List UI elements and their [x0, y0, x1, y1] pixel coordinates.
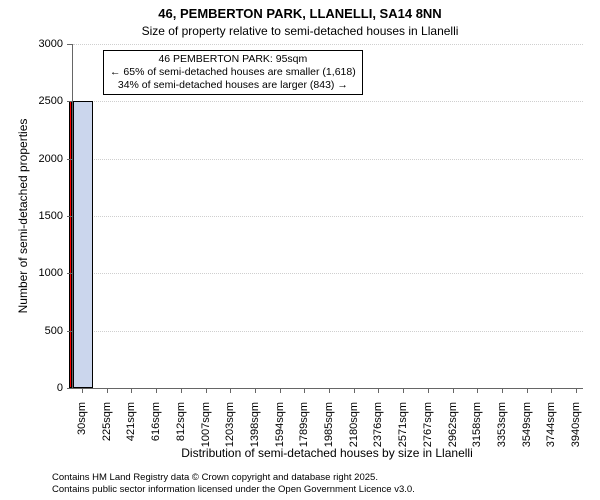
xtick-label: 2767sqm: [422, 402, 434, 482]
xtick-mark: [527, 388, 528, 393]
xtick-mark: [107, 388, 108, 393]
ytick-mark: [67, 159, 72, 160]
ytick-mark: [67, 388, 72, 389]
xtick-label: 3940sqm: [570, 402, 582, 482]
ytick-label: 2500: [15, 95, 63, 107]
xtick-label: 3549sqm: [521, 402, 533, 482]
ytick-label: 1000: [15, 267, 63, 279]
ytick-label: 500: [15, 325, 63, 337]
xtick-label: 225sqm: [101, 402, 113, 482]
ytick-mark: [67, 331, 72, 332]
xtick-mark: [156, 388, 157, 393]
xtick-label: 421sqm: [125, 402, 137, 482]
chart-title-line2: Size of property relative to semi-detach…: [0, 24, 600, 38]
xtick-label: 30sqm: [76, 402, 88, 482]
xtick-mark: [329, 388, 330, 393]
annotation-box: 46 PEMBERTON PARK: 95sqm← 65% of semi-de…: [103, 50, 363, 95]
ytick-mark: [67, 44, 72, 45]
xtick-mark: [576, 388, 577, 393]
subject-property-marker: [69, 101, 72, 388]
xtick-label: 2962sqm: [447, 402, 459, 482]
footer-line: Contains public sector information licen…: [52, 484, 600, 496]
xtick-label: 1007sqm: [200, 402, 212, 482]
ytick-label: 2000: [15, 153, 63, 165]
annotation-line: 34% of semi-detached houses are larger (…: [110, 79, 356, 92]
plot-area: 46 PEMBERTON PARK: 95sqm← 65% of semi-de…: [72, 44, 583, 389]
xtick-mark: [403, 388, 404, 393]
xtick-mark: [230, 388, 231, 393]
xtick-label: 1203sqm: [224, 402, 236, 482]
xtick-mark: [304, 388, 305, 393]
xtick-label: 3158sqm: [471, 402, 483, 482]
xtick-mark: [453, 388, 454, 393]
xtick-mark: [378, 388, 379, 393]
xtick-label: 2571sqm: [397, 402, 409, 482]
xtick-label: 1985sqm: [323, 402, 335, 482]
chart-title-line1: 46, PEMBERTON PARK, LLANELLI, SA14 8NN: [0, 6, 600, 21]
xtick-label: 616sqm: [150, 402, 162, 482]
histogram-bar: [73, 101, 93, 388]
xtick-mark: [181, 388, 182, 393]
ytick-label: 3000: [15, 38, 63, 50]
xtick-mark: [255, 388, 256, 393]
xtick-mark: [280, 388, 281, 393]
xtick-mark: [82, 388, 83, 393]
ytick-label: 0: [15, 382, 63, 394]
xtick-label: 1398sqm: [249, 402, 261, 482]
ytick-label: 1500: [15, 210, 63, 222]
xtick-label: 2180sqm: [348, 402, 360, 482]
xtick-label: 1594sqm: [274, 402, 286, 482]
xtick-mark: [551, 388, 552, 393]
xtick-label: 3353sqm: [496, 402, 508, 482]
ytick-mark: [67, 273, 72, 274]
xtick-label: 2376sqm: [372, 402, 384, 482]
xtick-label: 1789sqm: [298, 402, 310, 482]
xtick-mark: [354, 388, 355, 393]
gridline: [73, 101, 583, 102]
ytick-mark: [67, 216, 72, 217]
xtick-mark: [206, 388, 207, 393]
ytick-mark: [67, 101, 72, 102]
figure: 46, PEMBERTON PARK, LLANELLI, SA14 8NN S…: [0, 0, 600, 500]
gridline: [73, 331, 583, 332]
xtick-mark: [502, 388, 503, 393]
xtick-label: 812sqm: [175, 402, 187, 482]
gridline: [73, 273, 583, 274]
gridline: [73, 159, 583, 160]
gridline: [73, 216, 583, 217]
xtick-label: 3744sqm: [545, 402, 557, 482]
xtick-mark: [477, 388, 478, 393]
xtick-mark: [131, 388, 132, 393]
xtick-mark: [428, 388, 429, 393]
annotation-line: 46 PEMBERTON PARK: 95sqm: [110, 53, 356, 66]
gridline: [73, 44, 583, 45]
annotation-line: ← 65% of semi-detached houses are smalle…: [110, 66, 356, 79]
